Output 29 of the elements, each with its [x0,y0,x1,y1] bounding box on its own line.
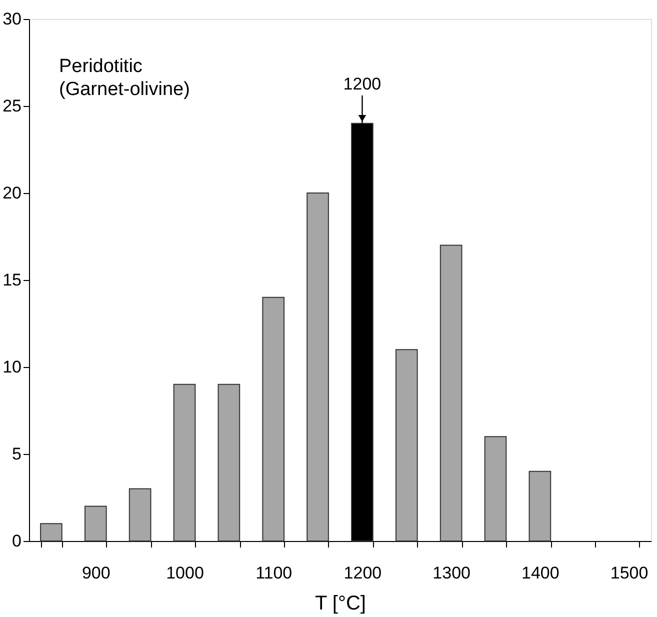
y-tick-label: 10 [2,358,22,376]
bar [306,192,329,542]
bar [440,244,462,542]
x-tick-label: 1000 [166,564,204,582]
annotation: (Garnet-olivine) [59,79,190,100]
bar [128,488,152,542]
bar [84,506,107,542]
y-tick-label: 0 [12,532,22,550]
x-tick-label: 1100 [256,564,292,582]
x-axis-title: T [°C] [315,592,366,614]
y-tick-label: 20 [2,184,22,202]
y-tick-label: 15 [2,270,22,290]
y-tick-label: 30 [2,10,22,28]
y-tick-label: 25 [2,96,22,116]
bar [484,436,507,542]
x-tick-label: 1200 [344,564,382,582]
bar [395,349,418,542]
x-tick-label: 1400 [522,564,560,582]
y-tick-label: 5 [12,444,22,464]
bar [173,384,196,542]
x-tick-label: 1500 [610,564,648,582]
bar [528,470,552,542]
annotation: 1200 [343,74,382,94]
bar [262,296,285,542]
x-tick-label: 900 [82,564,110,582]
annotation: Peridotitic [59,56,142,77]
bar [218,384,240,542]
x-tick-label: 1300 [432,564,470,582]
bar [40,523,62,542]
